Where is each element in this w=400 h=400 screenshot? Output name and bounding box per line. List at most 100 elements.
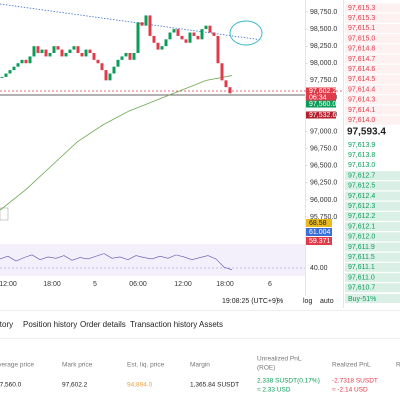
candle	[92, 53, 96, 60]
percent-button[interactable]: %	[277, 298, 283, 305]
candle	[36, 46, 40, 53]
bid-price: 97,612.2	[348, 213, 375, 220]
candle	[128, 53, 132, 60]
ask-price: 97,614.1	[348, 107, 375, 114]
y-tick-label: 98,750.0	[310, 9, 337, 16]
bid-price: 97,612.1	[348, 223, 375, 230]
bid-price: 97,611.0	[348, 274, 375, 281]
buy-ratio: Buy-51%	[348, 296, 376, 303]
ask-price: 97,614.8	[348, 46, 375, 53]
ask-depth	[345, 105, 400, 115]
indicator-tag	[306, 219, 332, 227]
candle	[196, 35, 200, 40]
bid-price: 97,612.5	[348, 183, 375, 190]
bid-depth	[345, 232, 400, 242]
candle	[180, 35, 184, 40]
y-tick-label: 96,250.0	[310, 180, 337, 187]
tab[interactable]: istory	[0, 320, 13, 329]
bid-depth	[345, 181, 400, 191]
candle	[208, 25, 212, 33]
column-header: Margin	[190, 362, 210, 369]
price-tag-label: 97,532.6	[309, 112, 336, 119]
bid-price: 97,612.4	[348, 193, 375, 200]
bid-price: 97,613.8	[348, 152, 375, 159]
y-tick-label: 96,750.0	[310, 146, 337, 153]
candle	[108, 73, 112, 81]
price-tag	[306, 100, 336, 108]
tool-button[interactable]	[0, 207, 9, 221]
trend-line	[0, 3, 263, 41]
log-button[interactable]: log	[303, 298, 312, 305]
candle	[160, 46, 164, 50]
candle	[220, 63, 224, 81]
tab[interactable]: Position history	[23, 320, 77, 329]
candle	[52, 46, 56, 53]
ask-depth	[345, 3, 400, 13]
candle	[144, 15, 148, 26]
candle	[176, 29, 180, 36]
ask-depth	[345, 44, 400, 54]
candle	[28, 56, 32, 64]
candle	[212, 32, 216, 36]
candle	[4, 73, 8, 77]
indicator-level-label: 40.00	[310, 265, 328, 272]
y-tick-label: 96,000.0	[310, 197, 337, 204]
tab[interactable]: Order details	[80, 320, 126, 329]
ask-price: 97,614.5	[348, 76, 375, 83]
x-tick-label: 18:00	[216, 281, 234, 288]
candle	[80, 53, 84, 57]
y-tick-label: 97,750.0	[310, 77, 337, 84]
candle	[0, 76, 4, 78]
price-tag	[306, 87, 336, 95]
ask-price: 97,614.3	[348, 97, 375, 104]
cell: ≈ -2.14 USD	[332, 387, 368, 394]
bid-depth	[345, 273, 400, 283]
candle	[112, 66, 116, 74]
ask-price: 97,614.0	[348, 117, 375, 124]
bid-price: 97,611.5	[348, 254, 375, 261]
cell: 97,602.2	[62, 382, 88, 389]
candle	[192, 32, 196, 36]
bid-depth	[345, 191, 400, 201]
cell: 94,894.0	[127, 382, 153, 389]
candle	[40, 49, 44, 53]
ask-price: 97,615.0	[348, 35, 375, 42]
candle	[228, 87, 232, 94]
candle	[100, 63, 104, 71]
column-header: R	[396, 362, 400, 369]
axis-border	[305, 0, 306, 296]
bid-depth	[345, 252, 400, 262]
indicator-tag-label: 61.004	[309, 229, 331, 236]
candle	[32, 46, 36, 57]
candle	[148, 15, 152, 36]
candle	[216, 35, 220, 64]
auto-button[interactable]: auto	[320, 298, 334, 305]
price-tag-label: 97,602.2	[309, 88, 336, 95]
bid-depth	[345, 283, 400, 293]
y-tick-label: 98,000.0	[310, 60, 337, 67]
candle	[188, 32, 192, 43]
bid-price: 97,611.1	[348, 264, 375, 271]
bid-depth	[345, 171, 400, 181]
tab[interactable]: Assets	[199, 320, 223, 329]
column-header: Average price	[0, 362, 34, 369]
candle	[124, 53, 128, 57]
candle	[48, 53, 52, 57]
indicator-pane	[0, 244, 305, 276]
bid-price: 97,612.7	[348, 172, 375, 179]
indicator-line	[0, 253, 233, 271]
mid-price: 97,593.4	[347, 127, 386, 138]
candle	[156, 42, 160, 50]
candle	[60, 49, 64, 57]
ask-depth	[345, 23, 400, 33]
column-header: (ROE)	[257, 365, 275, 372]
x-tick-label: 5	[93, 281, 97, 288]
candle	[172, 29, 176, 33]
cell: ≈ 2.33 USD	[257, 387, 291, 394]
ask-depth	[345, 34, 400, 44]
candle	[184, 39, 188, 43]
candle	[224, 80, 228, 88]
tab[interactable]: Transaction history	[130, 320, 197, 329]
candle	[132, 53, 136, 60]
